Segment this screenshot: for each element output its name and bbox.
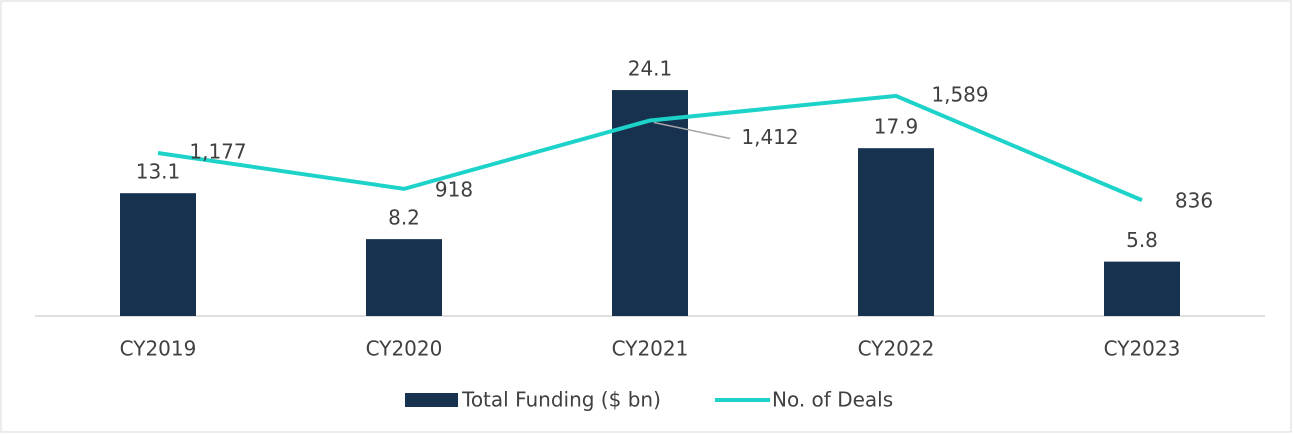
legend-label: Total Funding ($ bn) <box>461 388 661 412</box>
bar <box>366 239 442 316</box>
x-tick-label: CY2021 <box>612 337 689 361</box>
line-value-label: 1,589 <box>931 82 988 106</box>
bar <box>612 90 688 316</box>
leader-line <box>653 121 731 140</box>
line-value-label: 1,412 <box>741 125 798 149</box>
bar <box>1104 261 1180 316</box>
bar-value-label: 13.1 <box>136 160 181 184</box>
x-tick-label: CY2020 <box>366 337 443 361</box>
line-value-label: 918 <box>435 177 473 201</box>
bar <box>120 193 196 316</box>
bar <box>858 148 934 316</box>
x-tick-label: CY2019 <box>120 337 197 361</box>
x-tick-label: CY2022 <box>858 337 935 361</box>
bar-value-label: 5.8 <box>1126 228 1158 252</box>
line-value-label: 836 <box>1175 189 1213 213</box>
legend-swatch <box>405 393 458 407</box>
legend-label: No. of Deals <box>772 388 893 412</box>
x-tick-label: CY2023 <box>1104 337 1181 361</box>
line <box>157 93 1143 203</box>
bar-value-label: 8.2 <box>388 206 420 230</box>
bar-value-label: 17.9 <box>874 115 919 139</box>
line-value-label: 1,177 <box>189 139 246 163</box>
bar-value-label: 24.1 <box>628 57 673 81</box>
